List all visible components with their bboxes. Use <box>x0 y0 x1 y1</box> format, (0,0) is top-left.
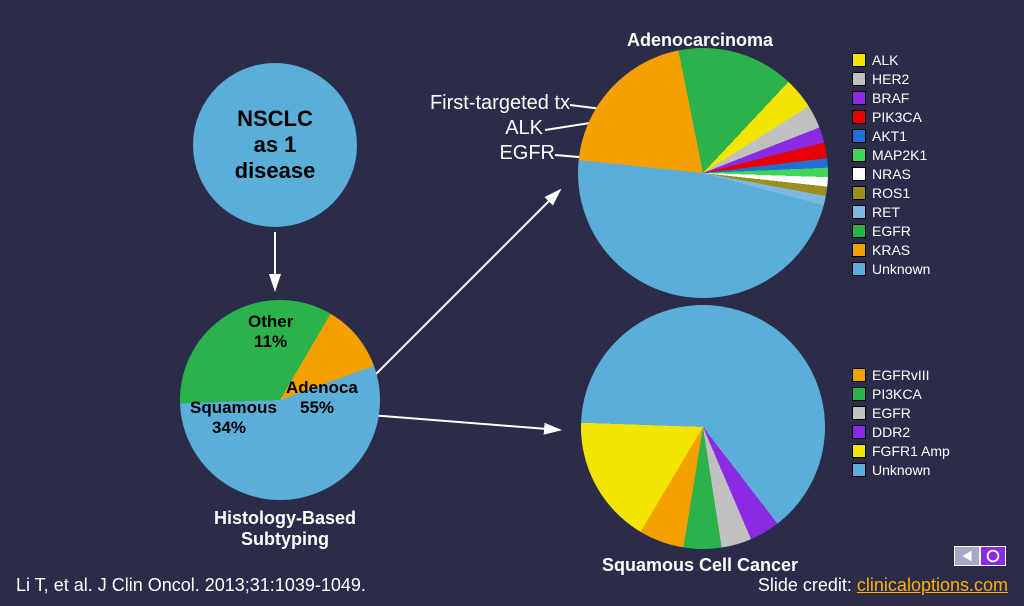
legend-swatch <box>852 387 866 401</box>
adenocarcinoma-title: Adenocarcinoma <box>605 30 795 51</box>
legend-swatch <box>852 205 866 219</box>
credit-text: Slide credit: clinicaloptions.com <box>758 575 1008 596</box>
legend-label: DDR2 <box>872 424 910 440</box>
legend-swatch <box>852 224 866 238</box>
legend-item-nras: NRAS <box>852 164 930 183</box>
legend-item-ret: RET <box>852 202 930 221</box>
legend-squamous: EGFRvIII PI3KCA EGFR DDR2 FGFR1 Amp Unknown <box>852 365 950 479</box>
slice-pct-squamous: 34% <box>212 418 246 438</box>
legend-item-unknown: Unknown <box>852 460 950 479</box>
legend-item-egfr: EGFR <box>852 221 930 240</box>
legend-swatch <box>852 53 866 67</box>
legend-label: MAP2K1 <box>872 147 927 163</box>
legend-label: AKT1 <box>872 128 907 144</box>
credit-prefix: Slide credit: <box>758 575 857 595</box>
legend-label: RET <box>872 204 900 220</box>
legend-label: HER2 <box>872 71 909 87</box>
annotation-first-targeted-tx: First-targeted tx <box>430 92 570 115</box>
legend-label: PIK3CA <box>872 109 922 125</box>
legend-item-pik3ca: PIK3CA <box>852 107 930 126</box>
footer: Li T, et al. J Clin Oncol. 2013;31:1039-… <box>16 575 1008 596</box>
legend-swatch <box>852 243 866 257</box>
annotation-alk: ALK <box>505 117 543 140</box>
legend-label: FGFR1 Amp <box>872 443 950 459</box>
legend-item-unknown: Unknown <box>852 259 930 278</box>
slide-nav <box>954 546 1006 566</box>
legend-swatch <box>852 463 866 477</box>
legend-label: PI3KCA <box>872 386 922 402</box>
legend-item-egfrviii: EGFRvIII <box>852 365 950 384</box>
legend-swatch <box>852 110 866 124</box>
slice-label-other: Other <box>248 312 293 332</box>
slice-pct-adenoca: 55% <box>300 398 334 418</box>
legend-swatch <box>852 148 866 162</box>
legend-swatch <box>852 444 866 458</box>
legend-item-her2: HER2 <box>852 69 930 88</box>
legend-swatch <box>852 186 866 200</box>
legend-item-akt1: AKT1 <box>852 126 930 145</box>
legend-label: ROS1 <box>872 185 910 201</box>
legend-label: BRAF <box>872 90 909 106</box>
squamous-title: Squamous Cell Cancer <box>585 555 815 576</box>
slice-label-adenoca: Adenoca <box>286 378 358 398</box>
adenocarcinoma-pie <box>578 48 828 298</box>
legend-label: EGFR <box>872 223 911 239</box>
legend-swatch <box>852 262 866 276</box>
legend-swatch <box>852 129 866 143</box>
legend-label: NRAS <box>872 166 911 182</box>
legend-label: Unknown <box>872 462 930 478</box>
credit-link[interactable]: clinicaloptions.com <box>857 575 1008 595</box>
legend-item-egfr: EGFR <box>852 403 950 422</box>
citation-text: Li T, et al. J Clin Oncol. 2013;31:1039-… <box>16 575 366 596</box>
legend-item-ros1: ROS1 <box>852 183 930 202</box>
legend-swatch <box>852 368 866 382</box>
legend-item-ddr2: DDR2 <box>852 422 950 441</box>
histology-title: Histology-Based Subtyping <box>180 508 390 550</box>
legend-item-braf: BRAF <box>852 88 930 107</box>
legend-label: EGFRvIII <box>872 367 930 383</box>
nav-back-button[interactable] <box>954 546 980 566</box>
slice-label-squamous: Squamous <box>190 398 277 418</box>
legend-swatch <box>852 406 866 420</box>
legend-swatch <box>852 91 866 105</box>
legend-item-map2k1: MAP2K1 <box>852 145 930 164</box>
legend-label: KRAS <box>872 242 910 258</box>
legend-item-fgfr1-amp: FGFR1 Amp <box>852 441 950 460</box>
legend-swatch <box>852 72 866 86</box>
nav-forward-button[interactable] <box>980 546 1006 566</box>
squamous-pie <box>581 305 825 549</box>
legend-item-pi3kca: PI3KCA <box>852 384 950 403</box>
legend-swatch <box>852 425 866 439</box>
legend-label: EGFR <box>872 405 911 421</box>
legend-item-kras: KRAS <box>852 240 930 259</box>
legend-label: Unknown <box>872 261 930 277</box>
legend-adenocarcinoma: ALK HER2 BRAF PIK3CA AKT1 MAP2K1 NRAS ROS1 RET EG… <box>852 50 930 278</box>
slice-pct-other: 11% <box>254 332 287 352</box>
legend-swatch <box>852 167 866 181</box>
legend-item-alk: ALK <box>852 50 930 69</box>
annotation-egfr: EGFR <box>499 142 555 165</box>
legend-label: ALK <box>872 52 898 68</box>
